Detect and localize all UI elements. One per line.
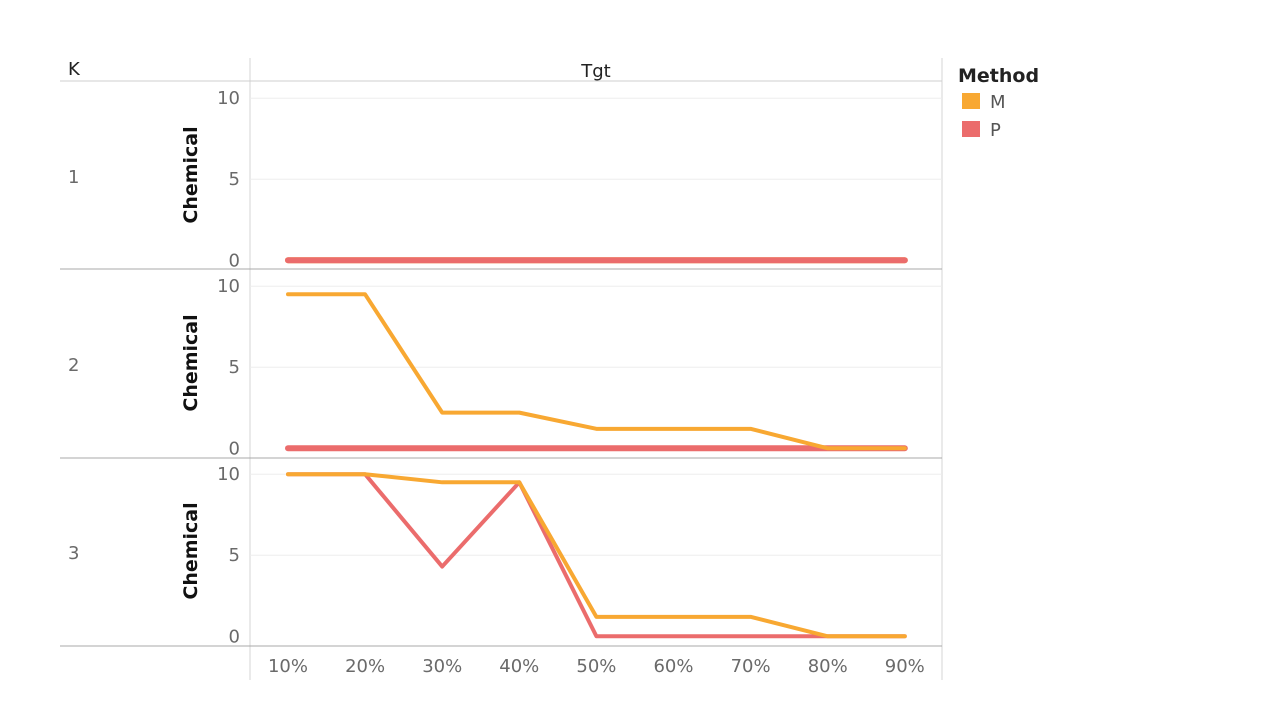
row-header: K [68, 59, 81, 80]
legend-label-p: P [990, 120, 1001, 141]
x-tick-label: 60% [653, 656, 693, 677]
x-tick-label: 10% [268, 656, 308, 677]
legend: Method MP [958, 65, 1039, 141]
x-tick-label: 40% [499, 656, 539, 677]
panel-k-2: 2 Chemical 0 5 10 [68, 276, 942, 459]
series-line-m [286, 292, 907, 451]
legend-label-m: M [990, 92, 1006, 113]
y-tick-label-0: 0 [229, 438, 240, 459]
legend-swatch-m [962, 93, 980, 109]
y-tick-label-10: 10 [217, 88, 240, 109]
y-tick-label-5: 5 [229, 357, 240, 378]
chart-panels: 1 Chemical 0 5 10 2 Chemical 0 5 10 3 Chemical 0 5 10 [68, 88, 942, 647]
x-tick-label: 50% [576, 656, 616, 677]
y-tick-label-10: 10 [217, 276, 240, 297]
y-tick-label-0: 0 [229, 250, 240, 271]
y-axis-title: Chemical [180, 502, 202, 599]
panel-k-1: 1 Chemical 0 5 10 [68, 88, 942, 271]
x-tick-label: 90% [885, 656, 925, 677]
x-tick-label: 30% [422, 656, 462, 677]
y-axis-title: Chemical [180, 314, 202, 411]
row-label-k-1: 1 [68, 167, 79, 188]
legend-title: Method [958, 65, 1039, 87]
y-axis-title: Chemical [180, 126, 202, 223]
x-axis: 10% 20% 30% 40% 50% 60% 70% 80% 90% [268, 656, 925, 677]
chart-frame [60, 58, 943, 680]
x-tick-label: 20% [345, 656, 385, 677]
panel-k-3: 3 Chemical 0 5 10 [68, 464, 942, 647]
series-line-m [286, 472, 907, 639]
row-label-k-2: 2 [68, 355, 79, 376]
series-line-p [286, 472, 907, 639]
y-tick-label-5: 5 [229, 545, 240, 566]
legend-swatch-p [962, 121, 980, 137]
y-tick-label-5: 5 [229, 169, 240, 190]
row-label-k-3: 3 [68, 543, 79, 564]
y-tick-label-0: 0 [229, 626, 240, 647]
column-header: Tgt [580, 61, 610, 82]
y-tick-label-10: 10 [217, 464, 240, 485]
x-tick-label: 80% [808, 656, 848, 677]
x-tick-label: 70% [731, 656, 771, 677]
